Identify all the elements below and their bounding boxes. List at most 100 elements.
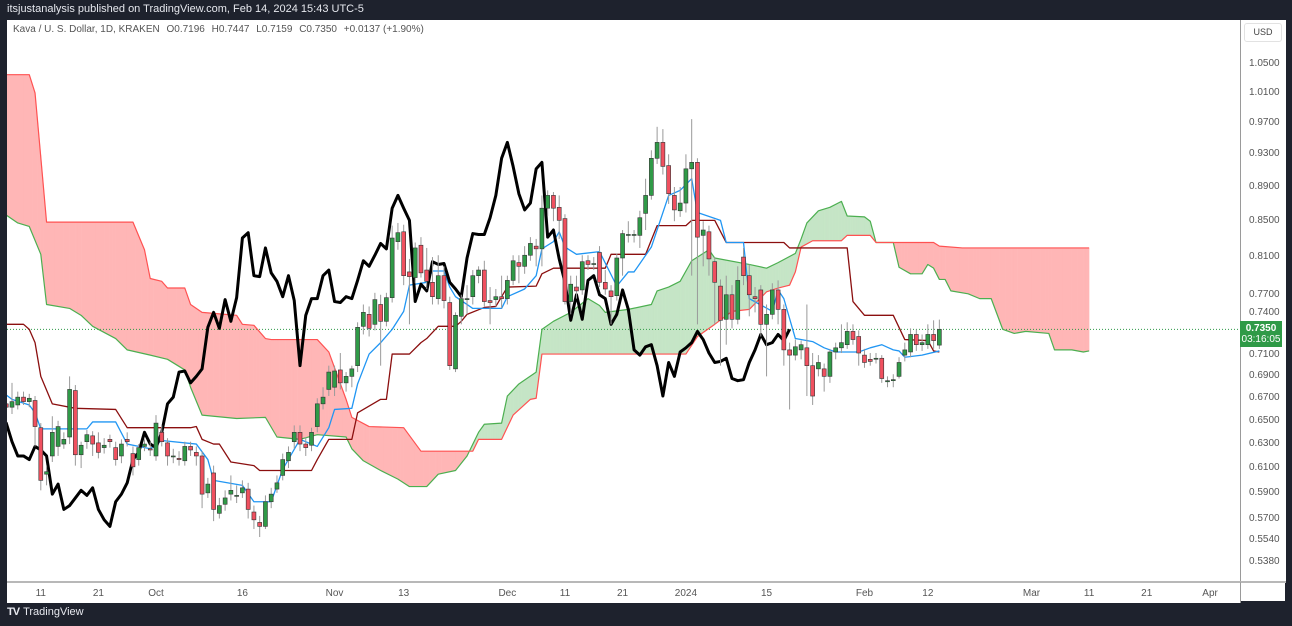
cloud-segment	[1062, 247, 1067, 351]
candle	[188, 441, 193, 456]
cloud-segment	[1042, 247, 1047, 334]
cloud-segment	[821, 208, 825, 241]
cloud-segment	[1068, 247, 1073, 351]
candle	[597, 246, 602, 288]
candle-body-up	[384, 297, 389, 322]
candle-body-down	[194, 452, 199, 457]
price-chart[interactable]	[7, 20, 1240, 581]
cloud-segment	[1037, 247, 1041, 333]
candle	[26, 393, 32, 408]
candle-body-down	[257, 522, 262, 527]
candle	[516, 255, 522, 284]
candle	[867, 353, 873, 366]
cloud-segment	[357, 420, 361, 459]
candle-body-up	[902, 349, 908, 356]
cloud-segment	[268, 338, 272, 428]
candle	[355, 322, 360, 373]
candle-body-down	[107, 439, 113, 442]
candle	[90, 431, 95, 456]
candle	[153, 415, 159, 461]
cloud-segment	[253, 324, 258, 419]
cloud-segment	[138, 235, 142, 354]
candle-body-up	[476, 269, 481, 276]
candle-body-up	[539, 207, 545, 250]
candle	[729, 285, 735, 329]
candle-body-down	[729, 294, 735, 320]
candle-body-up	[689, 162, 694, 170]
time-axis[interactable]: 11 21 Oct 16 Nov 13 Dec 11 21 2024 15 Feb 12 Mar 11 21 A…	[7, 581, 1240, 603]
leading-span-b-line	[7, 74, 1090, 452]
cloud-segment	[230, 314, 234, 419]
cloud-segment	[1008, 247, 1012, 333]
candle-body-up	[389, 237, 395, 298]
cloud-segment	[605, 311, 609, 355]
candle-body-up	[101, 444, 107, 448]
candle	[643, 178, 648, 231]
cloud-segment	[904, 242, 908, 273]
candle-body-down	[551, 195, 556, 209]
cloud-segment	[400, 427, 404, 484]
candle	[78, 441, 84, 469]
candle-body-up	[136, 447, 142, 460]
cloud-segment	[1057, 247, 1061, 351]
candle	[389, 225, 395, 303]
cloud-segment	[587, 298, 592, 355]
cloud-segment	[80, 221, 85, 319]
cloud-segment	[7, 74, 10, 218]
currency-button[interactable]: USD	[1244, 23, 1282, 42]
cloud-segment	[360, 421, 364, 462]
candle-body-up	[61, 439, 67, 445]
ohlc-close: C0.7350	[299, 24, 337, 35]
time-tick-label: 11	[559, 588, 571, 599]
cloud-segment	[855, 216, 859, 236]
candle	[251, 505, 257, 530]
price-axis[interactable]: 1.0500 1.0100 0.9700 0.9300 0.8900 0.8500 0.81…	[1240, 20, 1286, 581]
cloud-segment	[60, 221, 65, 308]
candle-body-up	[493, 296, 499, 300]
cloud-segment	[662, 287, 666, 355]
candle-body-down	[124, 439, 130, 442]
cloud-segment	[26, 74, 30, 227]
candle-body-up	[735, 280, 741, 320]
candle	[510, 255, 516, 286]
cloud-segment	[78, 221, 82, 316]
time-tick-label: 16	[236, 588, 248, 599]
cloud-segment	[72, 221, 76, 313]
candle	[718, 279, 723, 366]
symbol-legend: Kava / U. S. Dollar, 1D, KRAKEN O0.7196 …	[13, 24, 428, 35]
candle-body-up	[55, 426, 61, 447]
candle	[752, 287, 758, 313]
candle	[562, 214, 568, 305]
candle	[476, 266, 481, 284]
cloud-segment	[533, 371, 537, 400]
candle-body-up	[435, 275, 441, 299]
cloud-segment	[389, 427, 393, 477]
cloud-segment	[374, 426, 378, 470]
candle-body-down	[879, 357, 885, 379]
cloud-segment	[1022, 247, 1026, 333]
candle	[44, 465, 49, 486]
candle	[614, 253, 620, 301]
cloud-segment	[1045, 247, 1050, 334]
tradingview-logo[interactable]: TV TradingView	[7, 606, 84, 618]
candle	[435, 255, 441, 305]
candle-body-down	[695, 162, 700, 238]
candle	[781, 304, 787, 366]
candle-body-up	[228, 490, 234, 495]
cloud-segment	[1025, 247, 1029, 332]
candle-body-down	[7, 403, 9, 408]
cloud-segment	[852, 216, 857, 236]
candle	[873, 353, 879, 364]
candle	[608, 285, 614, 325]
cloud-segment	[311, 339, 315, 437]
candle-body-down	[608, 290, 614, 297]
cloud-segment	[49, 221, 53, 306]
cloud-segment	[679, 275, 684, 355]
candle-body-up	[654, 142, 660, 159]
candle-body-up	[833, 347, 838, 353]
cloud-segment	[98, 221, 102, 332]
bar-countdown: 03:16:05	[1241, 334, 1281, 346]
candle	[314, 398, 320, 433]
candle	[551, 192, 556, 222]
symbol-name[interactable]: Kava / U. S. Dollar, 1D, KRAKEN	[13, 24, 160, 35]
